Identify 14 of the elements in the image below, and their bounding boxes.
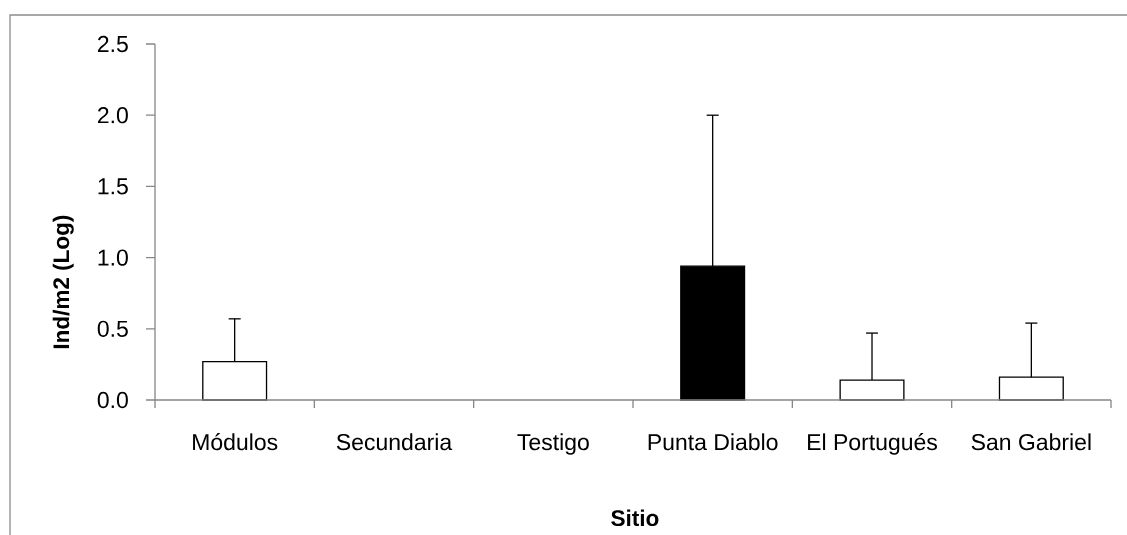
x-tick-label: Punta Diablo [648, 433, 778, 451]
x-tick-label: Secundaria [336, 433, 453, 451]
x-tick-label: El Portugués [808, 433, 937, 455]
y-tick-label: 2.0 [97, 107, 128, 124]
y-axis-title: Ind/m2 (Log) [52, 215, 74, 349]
x-axis-title: Sitio [611, 509, 659, 527]
y-tick-label: 2.5 [97, 35, 128, 53]
y-tick-label: 0.5 [97, 320, 128, 337]
x-tick-label: Testigo [517, 433, 589, 455]
y-tick-label: 0.0 [97, 391, 128, 409]
x-tick-label: San Gabriel [971, 433, 1091, 451]
x-tick-label: Módulos [193, 433, 278, 451]
y-tick-label: 1.5 [98, 178, 128, 195]
y-tick-label: 1.0 [98, 249, 128, 266]
